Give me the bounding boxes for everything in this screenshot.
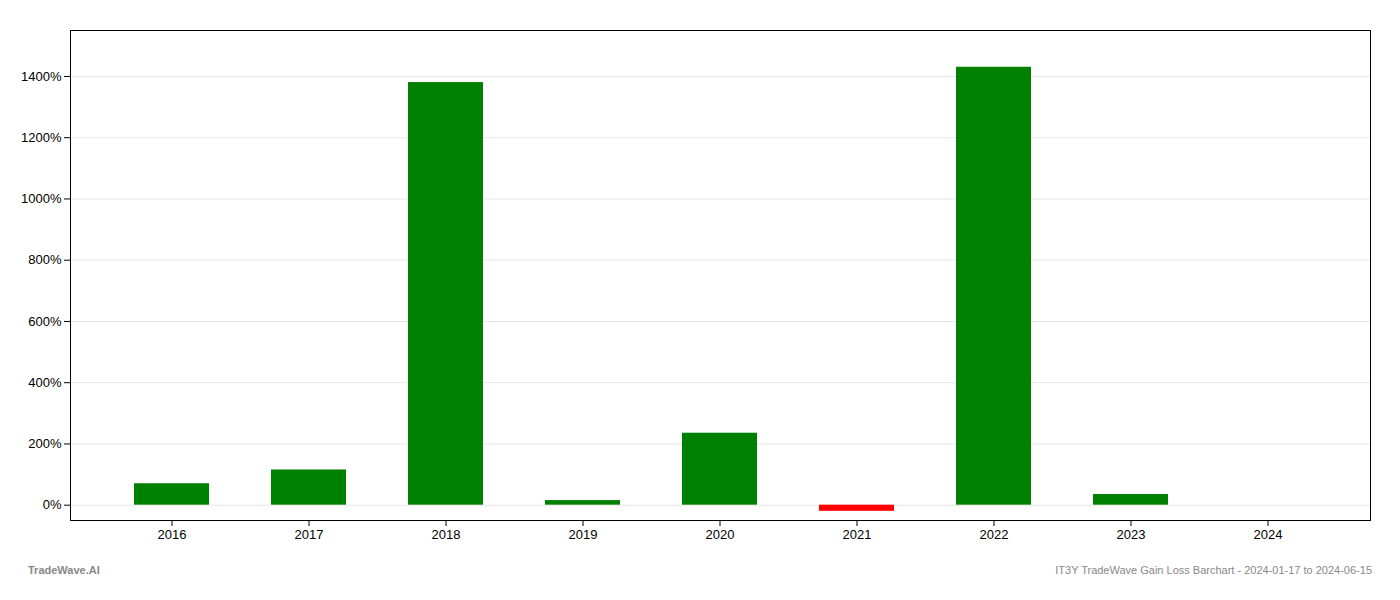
svg-text:1400%: 1400% <box>21 69 62 84</box>
svg-text:2020: 2020 <box>706 527 735 542</box>
svg-text:2023: 2023 <box>1117 527 1146 542</box>
svg-text:2024: 2024 <box>1254 527 1283 542</box>
svg-text:2021: 2021 <box>843 527 872 542</box>
svg-text:1000%: 1000% <box>21 191 62 206</box>
svg-text:2019: 2019 <box>569 527 598 542</box>
svg-text:600%: 600% <box>28 314 62 329</box>
svg-text:1200%: 1200% <box>21 130 62 145</box>
html-text:IT3Y TradeWave Gain Loss Barch: IT3Y TradeWave Gain Loss Barchart - 2024… <box>1055 564 1372 576</box>
svg-text:2018: 2018 <box>432 527 461 542</box>
svg-text:2016: 2016 <box>158 527 187 542</box>
svg-text:2017: 2017 <box>295 527 324 542</box>
svg-text:200%: 200% <box>28 436 62 451</box>
svg-text:800%: 800% <box>28 252 62 267</box>
html-text:TradeWave.AI: TradeWave.AI <box>28 564 100 576</box>
svg-text:2022: 2022 <box>980 527 1009 542</box>
svg-text:400%: 400% <box>28 375 62 390</box>
svg-text:0%: 0% <box>43 497 62 512</box>
